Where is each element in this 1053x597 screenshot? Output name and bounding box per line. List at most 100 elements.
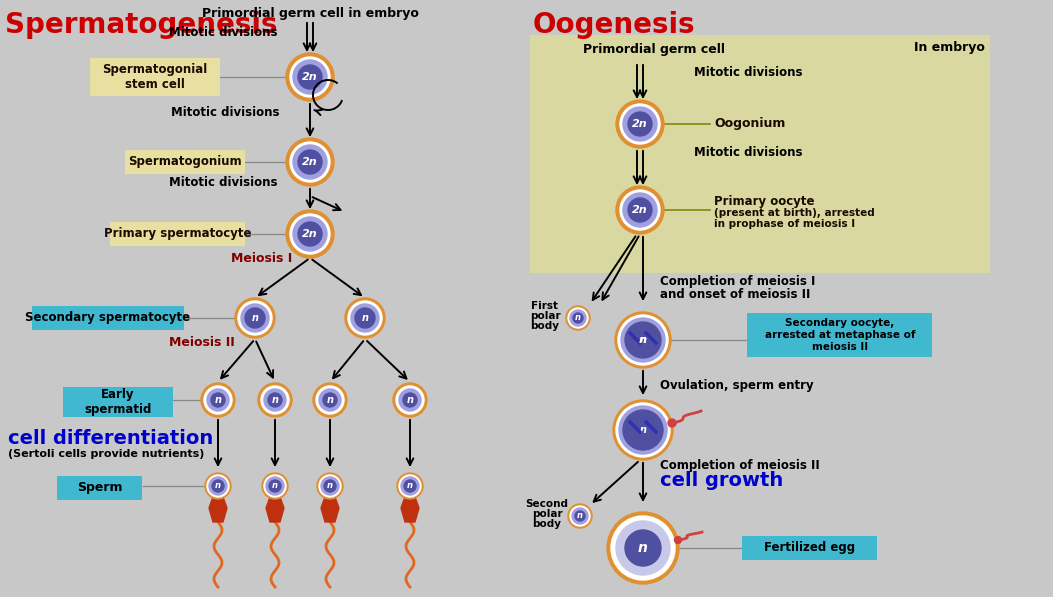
Circle shape	[258, 383, 292, 417]
Text: cell differentiation: cell differentiation	[8, 429, 214, 448]
Circle shape	[399, 389, 421, 411]
Circle shape	[207, 475, 229, 497]
Text: Mitotic divisions: Mitotic divisions	[170, 177, 278, 189]
Text: n: n	[639, 425, 647, 435]
FancyBboxPatch shape	[63, 387, 173, 417]
Circle shape	[298, 65, 322, 89]
FancyBboxPatch shape	[125, 150, 245, 174]
Text: Completion of meiosis I: Completion of meiosis I	[660, 275, 815, 288]
Circle shape	[399, 475, 421, 497]
Circle shape	[675, 537, 681, 543]
Circle shape	[620, 190, 660, 230]
Circle shape	[212, 480, 224, 492]
Circle shape	[616, 403, 670, 457]
Text: 2n: 2n	[302, 157, 318, 167]
Circle shape	[286, 210, 334, 258]
Circle shape	[261, 386, 289, 414]
Circle shape	[317, 473, 343, 499]
Text: n: n	[638, 541, 648, 555]
Text: n: n	[215, 395, 221, 405]
FancyBboxPatch shape	[90, 58, 220, 96]
Circle shape	[396, 386, 424, 414]
Text: Early
spermatid: Early spermatid	[84, 388, 152, 416]
Text: 2n: 2n	[302, 229, 318, 239]
Text: Oogenesis: Oogenesis	[533, 11, 696, 39]
Text: Primordial germ cell: Primordial germ cell	[583, 44, 726, 57]
Circle shape	[616, 521, 670, 575]
Text: 2n: 2n	[632, 119, 648, 129]
Text: n: n	[215, 482, 221, 491]
Circle shape	[211, 393, 225, 407]
Text: Ovulation, sperm entry: Ovulation, sperm entry	[660, 378, 814, 392]
Text: Primary oocyte: Primary oocyte	[714, 195, 815, 208]
Polygon shape	[321, 497, 339, 522]
Circle shape	[319, 389, 341, 411]
Circle shape	[264, 389, 286, 411]
Circle shape	[625, 530, 661, 566]
Text: polar: polar	[532, 509, 562, 519]
Circle shape	[323, 393, 337, 407]
Text: n: n	[639, 335, 647, 345]
Text: n: n	[639, 335, 647, 345]
Circle shape	[567, 306, 590, 330]
Circle shape	[573, 313, 583, 323]
Circle shape	[620, 104, 660, 144]
Text: Oogonium: Oogonium	[714, 118, 786, 131]
Text: cell growth: cell growth	[660, 470, 783, 490]
Circle shape	[293, 217, 327, 251]
Circle shape	[293, 145, 327, 179]
Text: Mitotic divisions: Mitotic divisions	[694, 66, 802, 78]
Circle shape	[628, 112, 652, 136]
Circle shape	[208, 477, 227, 495]
Text: Mitotic divisions: Mitotic divisions	[694, 146, 802, 158]
Circle shape	[621, 318, 665, 362]
Circle shape	[316, 386, 344, 414]
Circle shape	[668, 419, 676, 427]
Text: Primordial germ cell in embryo: Primordial germ cell in embryo	[201, 7, 418, 20]
Circle shape	[262, 473, 289, 499]
Text: (Sertoli cells provide nutrients): (Sertoli cells provide nutrients)	[8, 449, 204, 459]
Circle shape	[623, 193, 657, 227]
Circle shape	[568, 308, 588, 328]
Circle shape	[319, 475, 341, 497]
Text: body: body	[531, 321, 559, 331]
Circle shape	[568, 504, 592, 528]
Text: Sperm: Sperm	[77, 482, 123, 494]
Circle shape	[245, 308, 265, 328]
Text: Meiosis II: Meiosis II	[170, 336, 235, 349]
Text: n: n	[408, 482, 413, 491]
Circle shape	[572, 508, 588, 524]
Circle shape	[570, 310, 587, 326]
Circle shape	[298, 150, 322, 174]
Circle shape	[575, 511, 585, 521]
Circle shape	[205, 473, 231, 499]
Text: 2n: 2n	[302, 72, 318, 82]
Circle shape	[355, 308, 375, 328]
Text: Meiosis I: Meiosis I	[231, 251, 292, 264]
Text: Second: Second	[525, 499, 569, 509]
Circle shape	[313, 383, 347, 417]
Circle shape	[201, 383, 235, 417]
Text: in prophase of meiosis I: in prophase of meiosis I	[714, 219, 855, 229]
Circle shape	[615, 312, 671, 368]
Text: (present at birth), arrested: (present at birth), arrested	[714, 208, 875, 218]
Circle shape	[351, 304, 379, 332]
Text: body: body	[533, 519, 561, 529]
Circle shape	[623, 410, 663, 450]
Circle shape	[238, 301, 272, 335]
FancyBboxPatch shape	[32, 306, 184, 330]
Circle shape	[321, 477, 339, 495]
FancyBboxPatch shape	[58, 476, 142, 500]
Circle shape	[397, 473, 423, 499]
Polygon shape	[266, 497, 284, 522]
Circle shape	[264, 475, 286, 497]
Polygon shape	[401, 497, 419, 522]
Circle shape	[298, 222, 322, 246]
Text: n: n	[577, 512, 583, 521]
Text: Completion of meiosis II: Completion of meiosis II	[660, 458, 819, 472]
Text: Secondary oocyte,
arrested at metaphase of
meiosis II: Secondary oocyte, arrested at metaphase …	[764, 318, 915, 352]
Circle shape	[286, 53, 334, 101]
Text: First: First	[532, 301, 558, 311]
Circle shape	[616, 100, 664, 148]
Text: n: n	[326, 395, 334, 405]
